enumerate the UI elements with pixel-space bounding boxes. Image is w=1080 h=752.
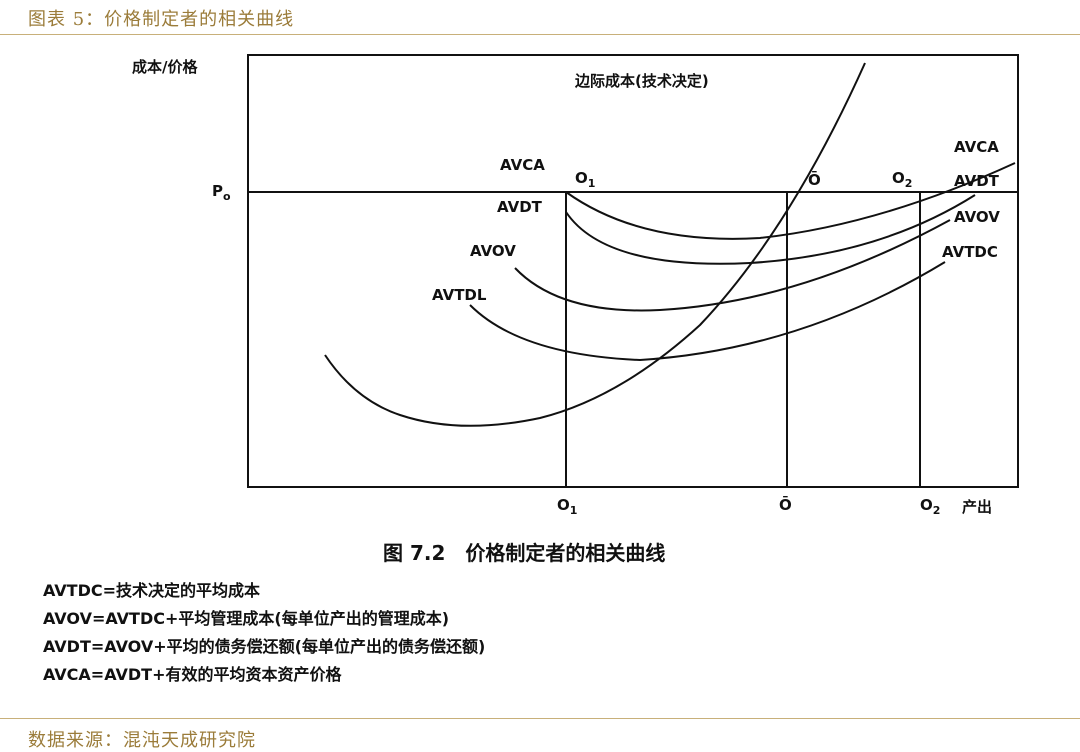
curve-avtdl	[469, 261, 946, 362]
curve-marginal-cost	[324, 62, 866, 427]
price-label: Po	[212, 182, 231, 203]
point-o1-top: O1	[575, 169, 595, 190]
plot-frame	[247, 54, 1019, 488]
figure-caption: 图 7.2 价格制定者的相关曲线	[383, 541, 665, 565]
label-avov-right: AVOV	[954, 208, 1000, 226]
curve-avov	[514, 219, 951, 312]
x-axis-label: 产出	[962, 498, 992, 516]
label-avtdl-left: AVTDL	[432, 286, 487, 304]
curve-avca	[565, 162, 1016, 240]
source-note: 数据来源：混沌天成研究院	[28, 730, 256, 751]
point-o2-bottom: O2	[920, 496, 940, 517]
legend-line-1: AVTDC=技术决定的平均成本	[43, 581, 260, 600]
legend-line-2: AVOV=AVTDC+平均管理成本(每单位产出的管理成本)	[43, 609, 449, 628]
point-o2-top: O2	[892, 169, 912, 190]
label-avca-left: AVCA	[500, 156, 545, 174]
figure-title: 图表 5：价格制定者的相关曲线	[28, 9, 295, 30]
label-avca-right: AVCA	[954, 138, 999, 156]
legend-line-4: AVCA=AVDT+有效的平均资本资产价格	[43, 665, 342, 684]
marginal-cost-label: 边际成本(技术决定)	[574, 72, 709, 90]
label-avov-left: AVOV	[470, 242, 516, 260]
label-avtdc-right: AVTDC	[942, 243, 998, 261]
point-o-top: Ō	[808, 169, 821, 189]
legend-line-3: AVDT=AVOV+平均的债务偿还额(每单位产出的债务偿还额)	[43, 637, 485, 656]
curve-avdt	[565, 194, 976, 265]
point-o-bottom: Ō	[779, 494, 792, 514]
price-label-sub: o	[223, 190, 231, 203]
label-avdt-right: AVDT	[954, 172, 1000, 190]
label-avdt-left: AVDT	[497, 198, 543, 216]
y-axis-label: 成本/价格	[132, 58, 198, 76]
chart-figure: 成本/价格 Po 产出 边际成本(技术决定) O1 Ō O2 O1 Ō O2 A…	[43, 54, 1019, 684]
point-o1-bottom: O1	[557, 496, 577, 517]
price-label-main: P	[212, 182, 223, 200]
figure-footer: 数据来源：混沌天成研究院	[0, 718, 1080, 751]
figure-header: 图表 5：价格制定者的相关曲线	[0, 0, 1080, 35]
